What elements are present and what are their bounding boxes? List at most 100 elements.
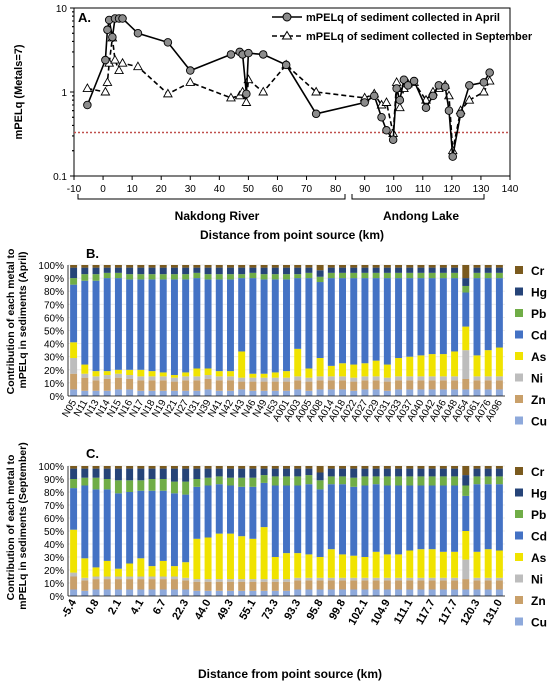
bar-segment-pb xyxy=(260,475,268,483)
bar-segment-ni xyxy=(473,577,481,581)
bar-segment-cr xyxy=(148,466,156,469)
data-point-april xyxy=(448,152,457,161)
bar-segment-cr xyxy=(193,265,201,268)
bar-segment-ni xyxy=(70,572,78,577)
bar-segment-cd xyxy=(372,484,380,552)
bar-segment-cr xyxy=(428,466,436,469)
bar-segment-pb xyxy=(428,272,436,279)
bar-segment-hg xyxy=(148,468,156,479)
bar-segment-as xyxy=(283,553,290,580)
bar-segment-ni xyxy=(260,579,268,582)
bar-segment-cu xyxy=(137,390,145,396)
bar-segment-cr xyxy=(238,466,246,469)
bar-segment-as xyxy=(126,369,134,376)
bar-segment-as xyxy=(114,369,122,374)
bar-segment-hg xyxy=(204,468,212,478)
bar-segment-cu xyxy=(215,390,223,396)
bar-segment-as xyxy=(294,348,302,377)
data-point-april xyxy=(479,78,489,87)
bar-segment-pb xyxy=(215,476,223,485)
bar-segment-hg xyxy=(327,468,335,477)
bar-segment-hg xyxy=(260,267,268,275)
x-tick-label: 4.1 xyxy=(128,598,146,617)
bar-segment-pb xyxy=(137,480,145,491)
bar-segment-as xyxy=(271,372,279,378)
bar-segment-as xyxy=(159,372,167,377)
bar-segment-cr xyxy=(439,265,447,268)
bar-segment-ni xyxy=(327,577,335,581)
bar-segment-cu xyxy=(294,589,302,596)
bar-segment-cr xyxy=(81,265,89,268)
data-point-september xyxy=(311,86,322,96)
region-label-nakdong: Nakdong River xyxy=(175,209,260,223)
bar-segment-cu xyxy=(238,389,246,396)
data-point-april xyxy=(392,84,401,93)
bar-segment-cr xyxy=(484,265,492,268)
bar-segment-cu xyxy=(484,589,492,596)
data-point-september xyxy=(102,77,113,86)
bar-segment-zn xyxy=(473,380,481,390)
bar-segment-as xyxy=(428,549,436,578)
bar-segment-ni xyxy=(103,576,111,580)
bar-segment-cu xyxy=(361,589,369,596)
x-tick-label: 102.1 xyxy=(346,598,370,628)
bar-segment-cd xyxy=(170,493,178,567)
bar-segment-hg xyxy=(350,267,358,273)
bar-segment-ni xyxy=(238,579,246,582)
bar-segment-ni xyxy=(148,376,156,381)
bar-segment-cu xyxy=(193,590,201,596)
bar-segment-cr xyxy=(170,265,178,268)
bar-segment-cu xyxy=(462,589,470,596)
bar-segment-cu xyxy=(383,589,391,596)
bar-segment-cr xyxy=(283,265,290,268)
bar-segment-as xyxy=(316,358,324,377)
bar-segment-as xyxy=(126,563,134,577)
bar-segment-zn xyxy=(294,580,302,590)
legend-a: mPELq of sediment collected in April mPE… xyxy=(272,12,533,43)
bar-segment-hg xyxy=(417,468,425,477)
legend-label-ni: Ni xyxy=(531,573,543,587)
bar-segment-cr xyxy=(484,466,492,469)
bar-segment-pb xyxy=(204,477,212,486)
bar-segment-cd xyxy=(473,278,481,356)
bar-segment-ni xyxy=(204,579,212,582)
legend-label-as: As xyxy=(531,350,547,364)
y-tick-label-a: 1 xyxy=(61,88,67,99)
bar-segment-cr xyxy=(170,466,178,469)
bar-segment-cr xyxy=(305,265,313,268)
bar-segment-as xyxy=(406,550,414,578)
bar-segment-cd xyxy=(316,282,324,359)
bar-segment-as xyxy=(395,358,403,377)
bar-segment-as xyxy=(215,533,223,580)
data-point-april xyxy=(108,32,117,42)
bar-segment-cr xyxy=(137,466,145,469)
legend-swatch-ni xyxy=(515,373,523,382)
data-point-april xyxy=(258,50,268,59)
bar-segment-hg xyxy=(193,267,201,273)
bar-segment-pb xyxy=(227,477,234,486)
bar-segment-as xyxy=(406,356,414,377)
bar-segment-hg xyxy=(316,270,324,277)
bar-segment-zn xyxy=(395,380,403,390)
bar-segment-as xyxy=(204,368,212,376)
bar-segment-hg xyxy=(126,267,134,275)
bar-segment-cr xyxy=(383,265,391,268)
bar-segment-pb xyxy=(395,476,403,486)
panel-label-c: C. xyxy=(86,446,99,461)
data-point-april xyxy=(281,60,291,70)
legend-swatch-cr xyxy=(515,266,523,274)
bar-segment-pb xyxy=(316,480,324,490)
bar-segment-zn xyxy=(339,380,346,390)
legend-swatch-cr xyxy=(515,467,523,475)
data-point-april xyxy=(399,75,409,84)
bar-segment-hg xyxy=(395,267,403,273)
bar-segment-cd xyxy=(283,485,290,554)
bar-segment-pb xyxy=(327,476,335,485)
x-tick-label: 2.1 xyxy=(106,598,124,617)
bar-segment-cu xyxy=(114,389,122,396)
bar-segment-hg xyxy=(361,267,369,273)
bar-segment-cu xyxy=(271,390,279,396)
bar-segment-cd xyxy=(70,488,78,530)
bar-segment-cr xyxy=(92,265,100,268)
bar-segment-pb xyxy=(238,477,246,487)
